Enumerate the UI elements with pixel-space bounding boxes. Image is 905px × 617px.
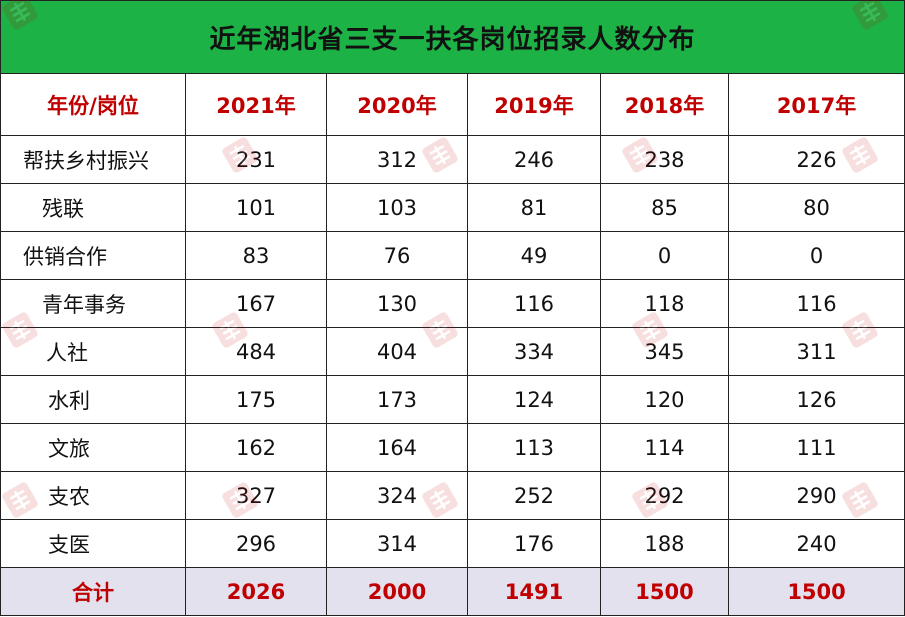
value-cell: 290 bbox=[727, 471, 905, 520]
value-cell: 324 bbox=[326, 471, 468, 520]
value-cell: 130 bbox=[326, 279, 468, 328]
value-cell: 0 bbox=[727, 231, 905, 280]
header-cell: 2017年 bbox=[727, 73, 905, 136]
value-cell: 0 bbox=[600, 231, 729, 280]
value-cell: 312 bbox=[326, 135, 468, 184]
value-cell: 113 bbox=[467, 423, 601, 472]
table-row: 供销合作 83 76 49 0 0 bbox=[0, 231, 905, 280]
total-value-cell: 2026 bbox=[185, 567, 327, 616]
row-label: 水利 bbox=[0, 375, 186, 424]
value-cell: 126 bbox=[727, 375, 905, 424]
value-cell: 292 bbox=[600, 471, 729, 520]
row-label: 支医 bbox=[0, 519, 186, 568]
title-row: 近年湖北省三支一扶各岗位招录人数分布 bbox=[0, 0, 905, 74]
table-body: 帮扶乡村振兴 231 312 246 238 226 残联 101 103 81 85 80 供销合作 8… bbox=[0, 135, 905, 616]
total-label: 合计 bbox=[0, 567, 186, 616]
value-cell: 101 bbox=[185, 183, 327, 232]
table-row: 支农 327 324 252 292 290 bbox=[0, 471, 905, 520]
value-cell: 118 bbox=[600, 279, 729, 328]
value-cell: 226 bbox=[727, 135, 905, 184]
value-cell: 188 bbox=[600, 519, 729, 568]
value-cell: 252 bbox=[467, 471, 601, 520]
value-cell: 76 bbox=[326, 231, 468, 280]
value-cell: 175 bbox=[185, 375, 327, 424]
value-cell: 404 bbox=[326, 327, 468, 376]
value-cell: 114 bbox=[600, 423, 729, 472]
total-value-cell: 1500 bbox=[600, 567, 729, 616]
row-label: 文旅 bbox=[0, 423, 186, 472]
value-cell: 334 bbox=[467, 327, 601, 376]
value-cell: 116 bbox=[727, 279, 905, 328]
table-row: 水利 175 173 124 120 126 bbox=[0, 375, 905, 424]
table-row: 文旅 162 164 113 114 111 bbox=[0, 423, 905, 472]
value-cell: 238 bbox=[600, 135, 729, 184]
header-row: 年份/岗位 2021年 2020年 2019年 2018年 2017年 bbox=[0, 73, 905, 136]
value-cell: 124 bbox=[467, 375, 601, 424]
row-label: 支农 bbox=[0, 471, 186, 520]
total-value-cell: 1500 bbox=[727, 567, 905, 616]
value-cell: 111 bbox=[727, 423, 905, 472]
value-cell: 162 bbox=[185, 423, 327, 472]
row-label: 残联 bbox=[0, 183, 186, 232]
value-cell: 167 bbox=[185, 279, 327, 328]
value-cell: 176 bbox=[467, 519, 601, 568]
value-cell: 314 bbox=[326, 519, 468, 568]
table-row: 青年事务 167 130 116 118 116 bbox=[0, 279, 905, 328]
table-title: 近年湖北省三支一扶各岗位招录人数分布 bbox=[0, 0, 905, 74]
total-value-cell: 2000 bbox=[326, 567, 468, 616]
total-row: 合计 2026 2000 1491 1500 1500 bbox=[0, 567, 905, 616]
table-row: 帮扶乡村振兴 231 312 246 238 226 bbox=[0, 135, 905, 184]
value-cell: 246 bbox=[467, 135, 601, 184]
total-value-cell: 1491 bbox=[467, 567, 601, 616]
row-label: 青年事务 bbox=[0, 279, 186, 328]
value-cell: 83 bbox=[185, 231, 327, 280]
value-cell: 116 bbox=[467, 279, 601, 328]
value-cell: 231 bbox=[185, 135, 327, 184]
value-cell: 311 bbox=[727, 327, 905, 376]
value-cell: 80 bbox=[727, 183, 905, 232]
header-cell: 2019年 bbox=[467, 73, 601, 136]
value-cell: 164 bbox=[326, 423, 468, 472]
value-cell: 103 bbox=[326, 183, 468, 232]
row-label: 人社 bbox=[0, 327, 186, 376]
value-cell: 85 bbox=[600, 183, 729, 232]
value-cell: 81 bbox=[467, 183, 601, 232]
header-cell: 年份/岗位 bbox=[0, 73, 186, 136]
value-cell: 327 bbox=[185, 471, 327, 520]
value-cell: 120 bbox=[600, 375, 729, 424]
header-cell: 2020年 bbox=[326, 73, 468, 136]
value-cell: 49 bbox=[467, 231, 601, 280]
row-label: 供销合作 bbox=[0, 231, 186, 280]
table-row: 残联 101 103 81 85 80 bbox=[0, 183, 905, 232]
value-cell: 240 bbox=[727, 519, 905, 568]
value-cell: 173 bbox=[326, 375, 468, 424]
value-cell: 296 bbox=[185, 519, 327, 568]
table-row: 支医 296 314 176 188 240 bbox=[0, 519, 905, 568]
value-cell: 484 bbox=[185, 327, 327, 376]
value-cell: 345 bbox=[600, 327, 729, 376]
table-row: 人社 484 404 334 345 311 bbox=[0, 327, 905, 376]
row-label: 帮扶乡村振兴 bbox=[0, 135, 186, 184]
header-cell: 2018年 bbox=[600, 73, 729, 136]
header-cell: 2021年 bbox=[185, 73, 327, 136]
